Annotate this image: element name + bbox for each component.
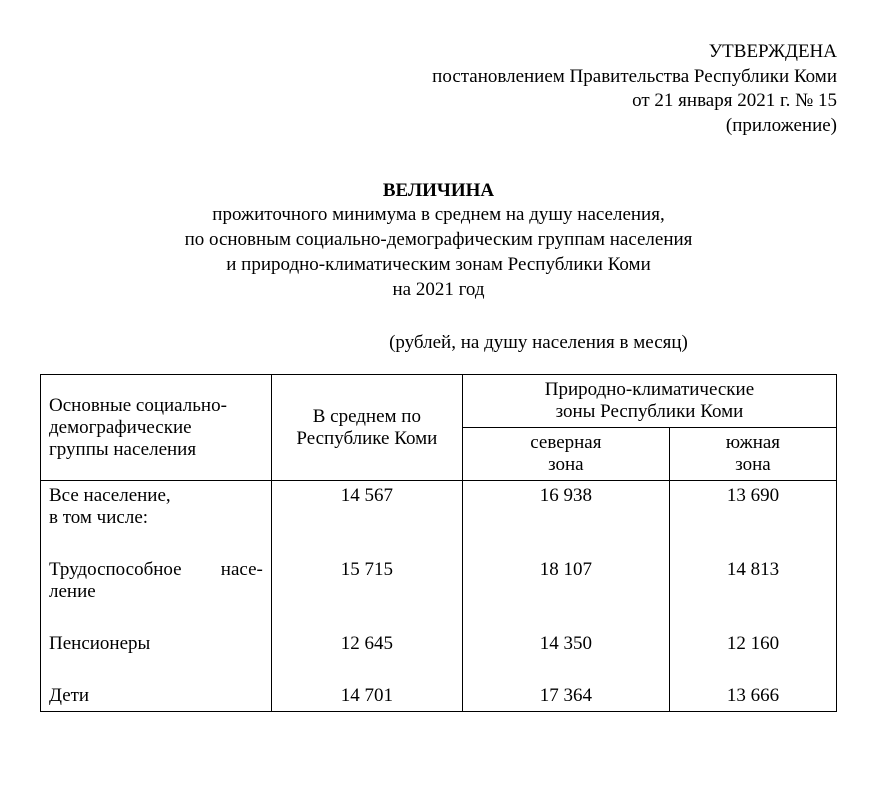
th-north-l2: зона: [548, 454, 584, 475]
table-row: Пенсионеры 12 645 14 350 12 160: [41, 629, 837, 659]
row1-south: 14 813: [669, 555, 836, 607]
th-zones-l2: зоны Республики Коми: [556, 401, 744, 422]
th-south-l1: южная: [726, 432, 780, 453]
table-row: Дети 14 701 17 364 13 666: [41, 681, 837, 712]
row1-label-l2: ление: [49, 581, 96, 602]
row-spacer: [41, 533, 837, 555]
row0-south: 13 690: [669, 481, 836, 534]
data-table: Основные социально- демографические груп…: [40, 374, 837, 712]
unit-line: (рублей, на душу населения в месяц): [40, 332, 837, 354]
row1-label-l1b: насе-: [221, 559, 263, 580]
title-line1: прожиточного минимума в среднем на душу …: [40, 203, 837, 228]
title-caption: ВЕЛИЧИНА: [40, 179, 837, 204]
row2-avg: 12 645: [271, 629, 462, 659]
title-line4: на 2021 год: [40, 278, 837, 303]
row0-label: Все население, в том числе:: [41, 481, 272, 534]
row0-label-sub: в том числе:: [49, 507, 263, 529]
th-avg-l1: В среднем по: [313, 406, 421, 427]
table-row: Трудоспособное насе- ление 15 715 18 107…: [41, 555, 837, 607]
th-group-l1: Основные социально-: [49, 395, 227, 416]
approval-decree: постановлением Правительства Республики …: [40, 65, 837, 90]
th-group-l3: группы населения: [49, 439, 196, 460]
th-avg: В среднем по Республике Коми: [271, 375, 462, 481]
row2-south: 12 160: [669, 629, 836, 659]
approval-block: УТВЕРЖДЕНА постановлением Правительства …: [40, 40, 837, 139]
row2-label: Пенсионеры: [41, 629, 272, 659]
row1-label-l1a: Трудоспособное: [49, 559, 182, 580]
approval-approved: УТВЕРЖДЕНА: [40, 40, 837, 65]
th-group-l2: демографические: [49, 417, 192, 438]
row0-north: 16 938: [462, 481, 669, 534]
th-group: Основные социально- демографические груп…: [41, 375, 272, 481]
row3-south: 13 666: [669, 681, 836, 712]
row1-label: Трудоспособное насе- ление: [41, 555, 272, 607]
th-zones: Природно-климатические зоны Республики К…: [462, 375, 836, 428]
th-south-l2: зона: [735, 454, 771, 475]
row3-avg: 14 701: [271, 681, 462, 712]
th-north: северная зона: [462, 428, 669, 481]
row1-avg: 15 715: [271, 555, 462, 607]
row-spacer: [41, 659, 837, 681]
title-block: ВЕЛИЧИНА прожиточного минимума в среднем…: [40, 179, 837, 302]
th-south: южная зона: [669, 428, 836, 481]
table-row: Все население, в том числе: 14 567 16 93…: [41, 481, 837, 534]
th-north-l1: северная: [530, 432, 601, 453]
row2-north: 14 350: [462, 629, 669, 659]
row3-north: 17 364: [462, 681, 669, 712]
row0-avg: 14 567: [271, 481, 462, 534]
th-zones-l1: Природно-климатические: [545, 379, 754, 400]
row1-north: 18 107: [462, 555, 669, 607]
row3-label: Дети: [41, 681, 272, 712]
th-avg-l2: Республике Коми: [296, 428, 437, 449]
title-line2: по основным социально-демографическим гр…: [40, 228, 837, 253]
approval-date-number: от 21 января 2021 г. № 15: [40, 89, 837, 114]
approval-appendix: (приложение): [40, 114, 837, 139]
title-line3: и природно-климатическим зонам Республик…: [40, 253, 837, 278]
row-spacer: [41, 607, 837, 629]
row0-label-main: Все население,: [49, 485, 171, 506]
